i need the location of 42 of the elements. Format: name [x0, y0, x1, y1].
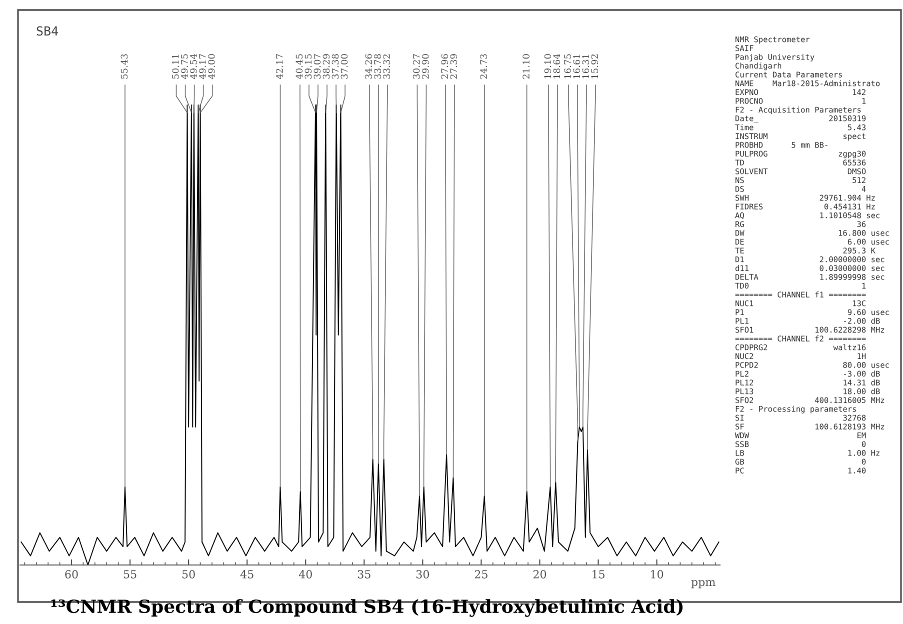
annotation: 33.32 — [383, 54, 390, 79]
annotation: 19.10 — [544, 54, 552, 78]
annotation: 16.61 — [573, 54, 580, 78]
annotation: 49.00 — [208, 54, 215, 80]
annotation: 49.75 — [181, 54, 188, 80]
x-axis-title: ppm — [691, 580, 716, 588]
annotation: 24.73 — [480, 54, 487, 79]
x-tick-label: 10 — [651, 570, 664, 578]
x-tick-label: 45 — [240, 570, 254, 578]
annotation: 39.07 — [314, 54, 321, 79]
annotation: 16.75 — [564, 54, 571, 78]
chart-subtitle: SB4 — [36, 26, 58, 36]
annotation: 40.45 — [296, 54, 303, 80]
annotation: 37.38 — [332, 54, 339, 79]
annotation: 55.43 — [120, 54, 128, 79]
annotation: 38.29 — [322, 54, 330, 79]
annotation: 16.31 — [582, 54, 590, 78]
x-tick-label: 35 — [358, 570, 370, 578]
annotation: 15.92 — [591, 54, 598, 78]
x-tick-label: 40 — [298, 570, 312, 578]
annotation: 37.00 — [340, 54, 348, 79]
annotation: 33.78 — [374, 54, 381, 79]
x-tick-label: 60 — [65, 570, 78, 578]
annotation: 39.15 — [304, 54, 312, 79]
annotation: 29.90 — [422, 54, 429, 79]
annotation: 34.26 — [365, 54, 372, 79]
annotation: 49.54 — [190, 54, 197, 80]
text: ¹³CNMR Spectra of Compound SB4 (16-Hydroxybetulinic Acid) — [51, 599, 683, 617]
annotation: 49.17 — [199, 54, 206, 80]
annotation: 27.96 — [441, 54, 448, 79]
x-tick-label: 55 — [124, 570, 136, 578]
x-tick-label: 20 — [533, 570, 546, 578]
x-tick-label: 50 — [182, 570, 195, 578]
annotation: 50.11 — [172, 54, 179, 79]
annotation: 42.17 — [276, 54, 283, 80]
x-tick-label: 15 — [592, 570, 604, 578]
x-tick-label: 25 — [474, 570, 488, 578]
annotation: 27.39 — [450, 54, 458, 79]
annotation: 18.64 — [553, 54, 560, 78]
x-tick-label: 30 — [416, 570, 430, 578]
annotation: 21.10 — [522, 54, 530, 79]
annotation: 30.27 — [412, 54, 420, 79]
